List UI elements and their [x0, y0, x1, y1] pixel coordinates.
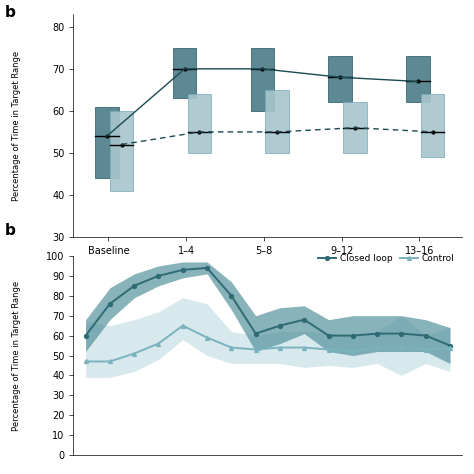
Closed loop	[374, 331, 380, 337]
Bar	[173, 48, 196, 98]
Bar	[95, 107, 118, 178]
Closed loop	[131, 283, 137, 289]
Closed loop	[228, 293, 234, 299]
Y-axis label: Percentage of Time in Target Range: Percentage of Time in Target Range	[12, 51, 21, 201]
Bar	[110, 111, 133, 191]
Bar	[188, 94, 211, 153]
Closed loop	[301, 317, 307, 322]
Control	[253, 346, 258, 352]
Control	[350, 349, 356, 355]
Control	[326, 346, 331, 352]
Bar	[406, 56, 429, 102]
Text: b: b	[5, 5, 16, 20]
Control	[399, 345, 404, 350]
X-axis label: Weeks: Weeks	[248, 260, 287, 270]
Closed loop	[107, 301, 113, 307]
Bar	[328, 56, 352, 102]
Control	[180, 323, 186, 328]
Closed loop	[253, 331, 258, 337]
Control	[83, 359, 89, 365]
Control	[374, 345, 380, 350]
Control	[155, 341, 161, 346]
Control	[447, 345, 453, 350]
Closed loop	[180, 267, 186, 273]
Bar	[265, 90, 289, 153]
Closed loop	[204, 265, 210, 271]
Control	[423, 346, 428, 352]
Line: Closed loop: Closed loop	[84, 266, 452, 347]
Closed loop	[155, 273, 161, 279]
Legend: Closed loop, Control: Closed loop, Control	[314, 251, 457, 267]
Closed loop	[350, 333, 356, 338]
Closed loop	[83, 333, 89, 338]
Text: b: b	[5, 223, 16, 238]
Closed loop	[447, 343, 453, 348]
Control	[228, 345, 234, 350]
Line: Control: Control	[84, 324, 452, 364]
Bar	[343, 102, 366, 153]
Control	[277, 345, 283, 350]
Control	[107, 359, 113, 365]
Control	[301, 345, 307, 350]
Bar	[421, 94, 444, 157]
Bar	[251, 48, 274, 111]
Closed loop	[277, 323, 283, 328]
Closed loop	[423, 333, 428, 338]
Y-axis label: Percentage of Time in Target Range: Percentage of Time in Target Range	[12, 281, 21, 430]
Closed loop	[326, 333, 331, 338]
Control	[204, 335, 210, 340]
Control	[131, 351, 137, 356]
Closed loop	[399, 331, 404, 337]
